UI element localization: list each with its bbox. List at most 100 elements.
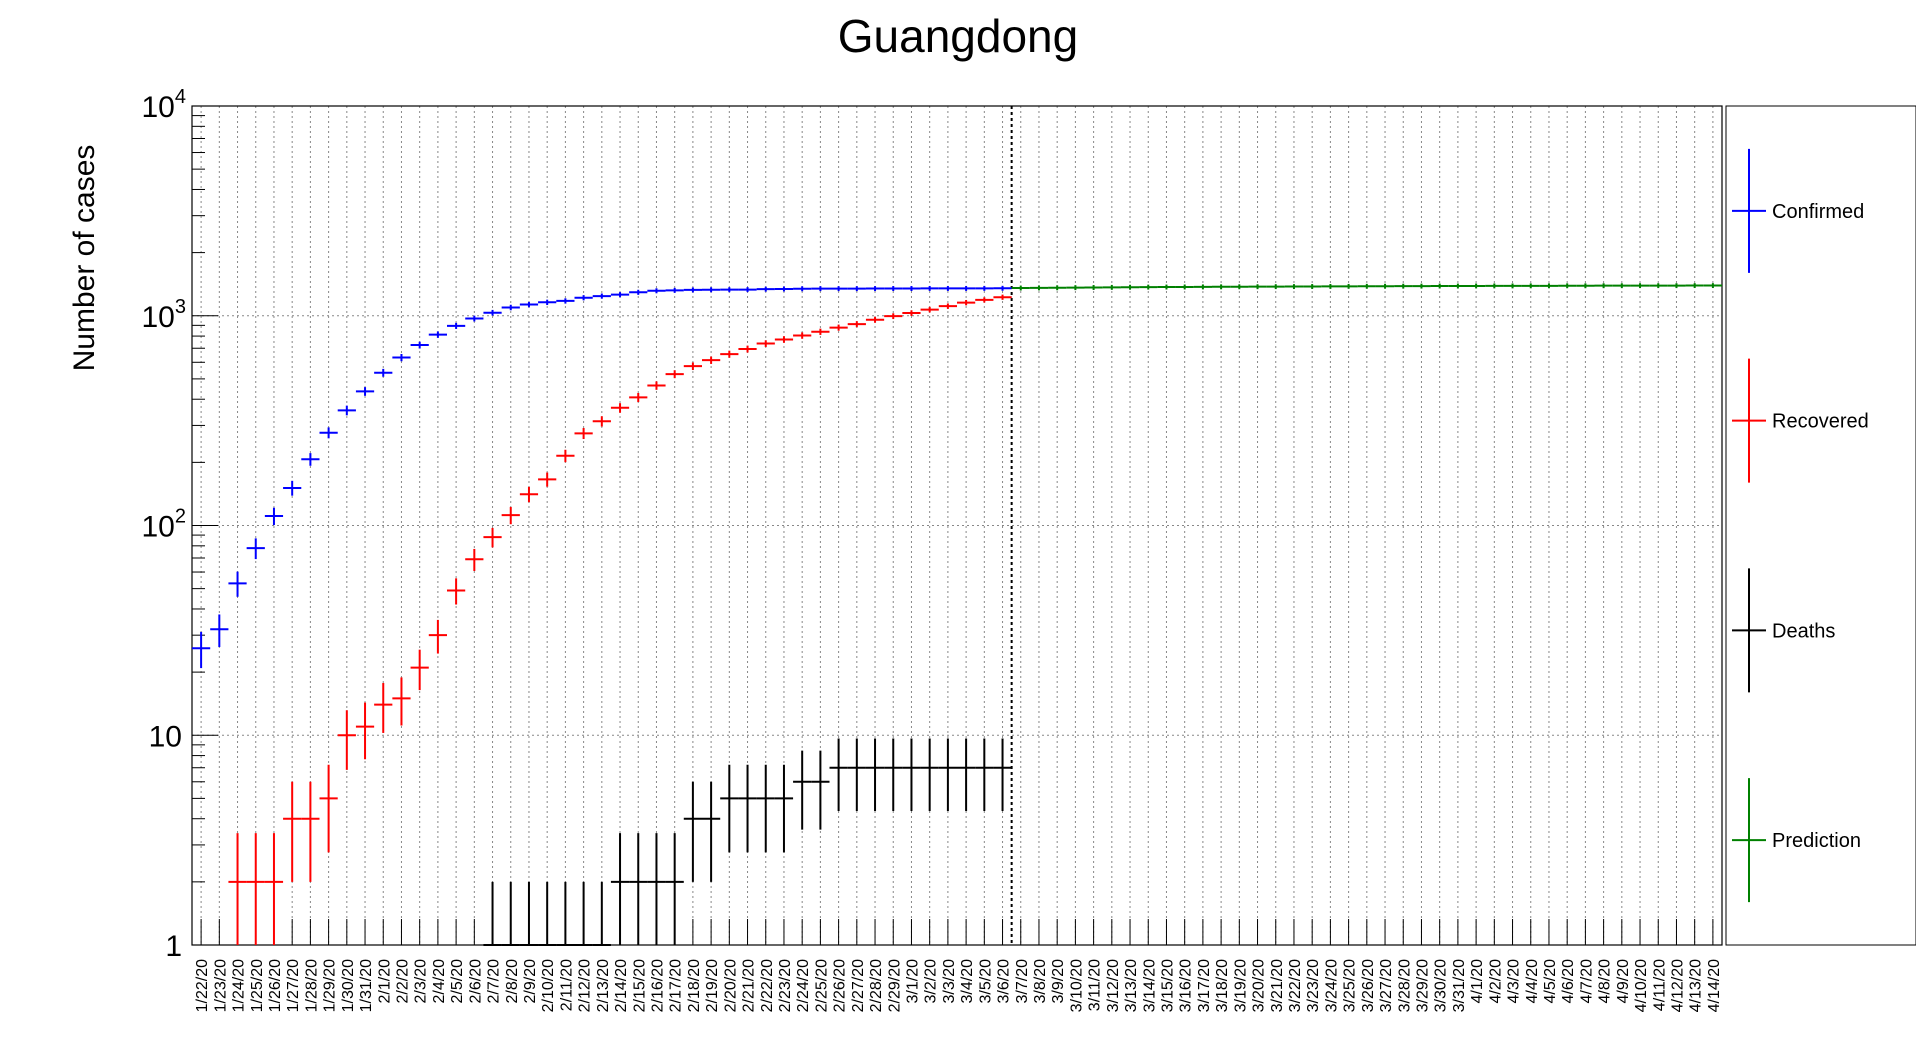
prediction-point bbox=[1412, 283, 1431, 289]
x-tick-label: 1/23/20 bbox=[212, 959, 229, 1012]
x-tick-label: 2/13/20 bbox=[595, 959, 612, 1012]
deaths-point bbox=[957, 738, 976, 811]
recovered-point bbox=[811, 328, 830, 335]
prediction-point bbox=[1230, 284, 1249, 290]
recovered-point bbox=[975, 297, 994, 303]
confirmed-point bbox=[246, 538, 265, 560]
confirmed-point bbox=[410, 341, 429, 349]
confirmed-point bbox=[483, 309, 502, 316]
recovered-point bbox=[319, 764, 338, 853]
prediction-point bbox=[1066, 285, 1085, 291]
deaths-point bbox=[738, 764, 757, 853]
deaths-point bbox=[993, 738, 1012, 811]
x-axis: 1/22/20 1/23/20 1/24/20 1/25/20 1/26/20 1/27/… bbox=[194, 919, 1723, 1012]
prediction-point bbox=[1649, 283, 1668, 289]
deaths-point bbox=[556, 881, 575, 946]
confirmed-point bbox=[975, 285, 994, 291]
recovered-point bbox=[957, 299, 976, 306]
x-tick-label: 3/22/20 bbox=[1287, 959, 1304, 1012]
confirmed-point bbox=[920, 285, 939, 291]
recovered-point bbox=[592, 416, 611, 427]
x-tick-label: 3/31/20 bbox=[1451, 959, 1468, 1012]
x-tick-label: 3/10/20 bbox=[1068, 959, 1085, 1012]
confirmed-point bbox=[647, 288, 666, 294]
x-tick-label: 1/30/20 bbox=[340, 959, 357, 1012]
x-tick-label: 3/27/20 bbox=[1378, 959, 1395, 1012]
prediction-point bbox=[1521, 283, 1540, 289]
x-tick-label: 2/5/20 bbox=[449, 959, 466, 1004]
confirmed-point bbox=[556, 298, 575, 304]
prediction-point bbox=[1303, 284, 1322, 289]
x-tick-label: 3/3/20 bbox=[941, 959, 958, 1004]
confirmed-point bbox=[447, 322, 466, 329]
x-tick-label: 2/23/20 bbox=[777, 959, 794, 1012]
confirmed-point bbox=[829, 286, 848, 292]
confirmed-point bbox=[283, 480, 302, 496]
x-tick-label: 3/28/20 bbox=[1396, 959, 1413, 1012]
recovered-point bbox=[538, 472, 557, 487]
x-tick-label: 2/11/20 bbox=[558, 959, 575, 1011]
x-tick-label: 2/29/20 bbox=[886, 959, 903, 1012]
recovered-point bbox=[720, 350, 739, 358]
prediction-point bbox=[1430, 283, 1449, 289]
x-tick-label: 3/30/20 bbox=[1433, 959, 1450, 1012]
confirmed-point bbox=[774, 286, 794, 292]
prediction-point bbox=[1485, 283, 1504, 289]
x-tick-label: 2/17/20 bbox=[668, 959, 685, 1012]
x-tick-label: 2/8/20 bbox=[504, 959, 521, 1004]
recovered-point bbox=[756, 340, 775, 347]
recovered-point bbox=[337, 710, 356, 770]
prediction-point bbox=[1157, 284, 1176, 290]
grid bbox=[192, 106, 1722, 945]
confirmed-point bbox=[756, 286, 775, 292]
confirmed-point bbox=[592, 293, 611, 299]
prediction-point bbox=[1193, 284, 1212, 290]
x-tick-label: 4/10/20 bbox=[1633, 959, 1650, 1012]
x-tick-label: 4/2/20 bbox=[1487, 959, 1504, 1004]
recovered-point bbox=[665, 370, 684, 379]
confirmed-point bbox=[938, 285, 957, 291]
confirmed-point bbox=[228, 571, 247, 597]
x-tick-label: 3/14/20 bbox=[1141, 959, 1158, 1012]
x-tick-label: 3/1/20 bbox=[904, 959, 921, 1004]
x-tick-label: 1/26/20 bbox=[267, 959, 284, 1012]
series-confirmed bbox=[192, 285, 1012, 669]
x-tick-label: 3/16/20 bbox=[1178, 959, 1195, 1012]
x-tick-label: 3/24/20 bbox=[1323, 959, 1340, 1012]
recovered-point bbox=[556, 449, 575, 463]
deaths-point bbox=[665, 833, 684, 945]
x-tick-label: 2/21/20 bbox=[741, 959, 758, 1012]
confirmed-point bbox=[847, 286, 866, 292]
confirmed-point bbox=[993, 285, 1012, 291]
recovered-point bbox=[847, 321, 866, 328]
x-tick-label: 2/27/20 bbox=[850, 959, 867, 1012]
recovered-point bbox=[793, 332, 812, 339]
y-axis: 1 10 102 103 104 bbox=[142, 86, 218, 963]
x-tick-label: 3/12/20 bbox=[1105, 959, 1122, 1012]
x-tick-label: 3/2/20 bbox=[923, 959, 940, 1004]
x-tick-label: 2/3/20 bbox=[413, 959, 430, 1004]
prediction-point bbox=[1029, 285, 1049, 291]
prediction-point bbox=[1339, 283, 1358, 289]
recovered-point bbox=[683, 362, 702, 371]
x-tick-label: 3/29/20 bbox=[1414, 959, 1431, 1012]
x-tick-label: 3/26/20 bbox=[1360, 959, 1377, 1012]
x-tick-label: 2/12/20 bbox=[577, 959, 594, 1012]
recovered-point bbox=[993, 294, 1012, 300]
prediction-point bbox=[1212, 284, 1231, 290]
recovered-point bbox=[246, 833, 265, 945]
x-tick-label: 3/6/20 bbox=[996, 959, 1013, 1004]
x-tick-label: 3/9/20 bbox=[1050, 959, 1067, 1004]
prediction-point bbox=[1120, 284, 1140, 290]
recovered-point bbox=[519, 486, 539, 503]
confirmed-point bbox=[301, 453, 320, 466]
prediction-point bbox=[1576, 283, 1595, 289]
recovered-point bbox=[774, 336, 794, 343]
prediction-point bbox=[1048, 285, 1067, 291]
recovered-point bbox=[410, 649, 429, 691]
legend-entry-recovered: Recovered bbox=[1732, 358, 1869, 483]
series-deaths bbox=[483, 738, 1012, 946]
x-tick-label: 2/26/20 bbox=[832, 959, 849, 1012]
y-tick-label: 104 bbox=[142, 86, 187, 124]
